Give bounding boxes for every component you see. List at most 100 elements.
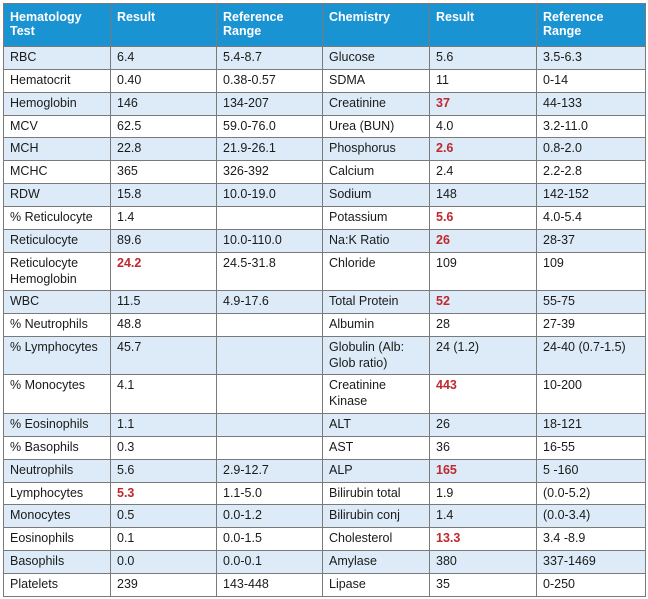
chemistry-reference-range-cell: 3.5-6.3 — [536, 46, 646, 70]
chemistry-result-cell: 443 — [429, 374, 537, 415]
chemistry-reference-range-cell: 3.2-11.0 — [536, 114, 646, 139]
chemistry-reference-range-cell: 0-14 — [536, 68, 646, 93]
chemistry-result-cell: 26 — [429, 228, 537, 253]
hematology-reference-range-cell — [216, 335, 323, 376]
table-row: Monocytes 0.5 0.0-1.2 Bilirubin conj 1.4 (0.0… — [3, 504, 646, 529]
hematology-result-cell: 22.8 — [110, 137, 217, 162]
hematology-result-cell: 6.4 — [110, 46, 217, 70]
chemistry-result-cell: 1.4 — [429, 504, 537, 529]
hematology-test-name-cell: % Reticulocyte — [3, 205, 111, 230]
hematology-reference-range-cell: 59.0-76.0 — [216, 114, 323, 139]
chemistry-test-name-cell: Calcium — [322, 160, 430, 185]
chemistry-reference-range-cell: 10-200 — [536, 374, 646, 415]
table-row: MCHC 365 326-392 Calcium 2.4 2.2-2.8 — [3, 160, 646, 185]
chemistry-result-cell: 5.6 — [429, 205, 537, 230]
chemistry-result-cell: 4.0 — [429, 114, 537, 139]
chemistry-reference-range-cell: 109 — [536, 251, 646, 292]
table-row: RBC 6.4 5.4-8.7 Glucose 5.6 3.5-6.3 — [3, 46, 646, 70]
hematology-result-cell: 24.2 — [110, 251, 217, 292]
hematology-reference-range-cell: 0.0-0.1 — [216, 550, 323, 574]
chemistry-reference-range-cell: 44-133 — [536, 91, 646, 116]
hematology-result-cell: 146 — [110, 91, 217, 116]
hematology-result-cell: 0.1 — [110, 527, 217, 552]
chemistry-result-cell: 11 — [429, 68, 537, 93]
chemistry-result-cell: 36 — [429, 435, 537, 460]
chemistry-reference-range-cell: 28-37 — [536, 228, 646, 253]
chemistry-reference-range-cell: 4.0-5.4 — [536, 205, 646, 230]
table-row: Reticulocyte Hemoglobin 24.2 24.5-31.8 Chlo… — [3, 251, 646, 292]
hematology-result-cell: 5.6 — [110, 458, 217, 483]
table-row: Reticulocyte 89.6 10.0-110.0 Na:K Ratio 26 28… — [3, 228, 646, 253]
hematology-result-cell: 45.7 — [110, 335, 217, 376]
hematology-reference-range-cell: 21.9-26.1 — [216, 137, 323, 162]
hematology-reference-range-cell: 10.0-110.0 — [216, 228, 323, 253]
hematology-reference-range-cell — [216, 374, 323, 415]
chemistry-test-name-cell: SDMA — [322, 68, 430, 93]
hematology-reference-range-cell: 0.0-1.5 — [216, 527, 323, 552]
chemistry-result-cell: 13.3 — [429, 527, 537, 552]
chemistry-result-cell: 109 — [429, 251, 537, 292]
hematology-result-cell: 62.5 — [110, 114, 217, 139]
hematology-test-name-cell: % Neutrophils — [3, 313, 111, 337]
chemistry-reference-range-cell: (0.0-5.2) — [536, 481, 646, 506]
hematology-test-name-cell: Hemoglobin — [3, 91, 111, 116]
hematology-test-name-cell: MCH — [3, 137, 111, 162]
table-row: % Eosinophils 1.1 ALT 26 18-121 — [3, 413, 646, 437]
chemistry-result-cell: 2.6 — [429, 137, 537, 162]
hematology-result-cell: 0.5 — [110, 504, 217, 529]
chemistry-test-name-cell: Creatinine Kinase — [322, 374, 430, 415]
hematology-reference-range-cell — [216, 313, 323, 337]
chemistry-test-name-cell: Globulin (Alb: Glob ratio) — [322, 335, 430, 376]
hematology-test-name-cell: Monocytes — [3, 504, 111, 529]
chemistry-test-name-cell: Chloride — [322, 251, 430, 292]
table-row: % Reticulocyte 1.4 Potassium 5.6 4.0-5.4 — [3, 205, 646, 230]
table-row: % Lymphocytes 45.7 Globulin (Alb: Glob rat… — [3, 335, 646, 376]
hematology-result-cell: 0.3 — [110, 435, 217, 460]
hematology-test-name-cell: MCV — [3, 114, 111, 139]
hematology-result-cell: 0.40 — [110, 68, 217, 93]
hematology-reference-range-cell: 5.4-8.7 — [216, 46, 323, 70]
hematology-result-cell: 48.8 — [110, 313, 217, 337]
header-hematology-result: Result — [110, 3, 217, 47]
hematology-reference-range-cell — [216, 413, 323, 437]
lab-results-table: Hematology Test Result Reference Range C… — [3, 3, 646, 598]
hematology-test-name-cell: % Eosinophils — [3, 413, 111, 437]
chemistry-result-cell: 1.9 — [429, 481, 537, 506]
chemistry-result-cell: 165 — [429, 458, 537, 483]
hematology-reference-range-cell: 4.9-17.6 — [216, 290, 323, 315]
header-chemistry-reference-range: Reference Range — [536, 3, 646, 47]
chemistry-reference-range-cell: 5 -160 — [536, 458, 646, 483]
chemistry-test-name-cell: Albumin — [322, 313, 430, 337]
hematology-test-name-cell: % Basophils — [3, 435, 111, 460]
hematology-test-name-cell: % Monocytes — [3, 374, 111, 415]
table-row: RDW 15.8 10.0-19.0 Sodium 148 142-152 — [3, 183, 646, 207]
table-row: Neutrophils 5.6 2.9-12.7 ALP 165 5 -160 — [3, 458, 646, 483]
table-row: Basophils 0.0 0.0-0.1 Amylase 380 337-1469 — [3, 550, 646, 574]
chemistry-reference-range-cell: 18-121 — [536, 413, 646, 437]
hematology-result-cell: 239 — [110, 572, 217, 598]
hematology-result-cell: 1.1 — [110, 413, 217, 437]
chemistry-result-cell: 35 — [429, 572, 537, 598]
chemistry-test-name-cell: Glucose — [322, 46, 430, 70]
chemistry-test-name-cell: Na:K Ratio — [322, 228, 430, 253]
table-row: MCH 22.8 21.9-26.1 Phosphorus 2.6 0.8-2.0 — [3, 137, 646, 162]
chemistry-test-name-cell: Bilirubin conj — [322, 504, 430, 529]
hematology-test-name-cell: Reticulocyte Hemoglobin — [3, 251, 111, 292]
hematology-test-name-cell: Basophils — [3, 550, 111, 574]
hematology-reference-range-cell: 10.0-19.0 — [216, 183, 323, 207]
table-row: MCV 62.5 59.0-76.0 Urea (BUN) 4.0 3.2-11.0 — [3, 114, 646, 139]
hematology-reference-range-cell: 0.38-0.57 — [216, 68, 323, 93]
table-row: Lymphocytes 5.3 1.1-5.0 Bilirubin total 1.9(… — [3, 481, 646, 506]
chemistry-reference-range-cell: (0.0-3.4) — [536, 504, 646, 529]
chemistry-result-cell: 26 — [429, 413, 537, 437]
table-row: Hemoglobin 146 134-207 Creatinine 37 44-133 — [3, 91, 646, 116]
table-row: Eosinophils 0.1 0.0-1.5 Cholesterol 13.3 3.4 … — [3, 527, 646, 552]
chemistry-test-name-cell: Urea (BUN) — [322, 114, 430, 139]
hematology-test-name-cell: RBC — [3, 46, 111, 70]
chemistry-result-cell: 37 — [429, 91, 537, 116]
hematology-result-cell: 1.4 — [110, 205, 217, 230]
chemistry-reference-range-cell: 27-39 — [536, 313, 646, 337]
hematology-test-name-cell: Hematocrit — [3, 68, 111, 93]
hematology-result-cell: 5.3 — [110, 481, 217, 506]
hematology-result-cell: 0.0 — [110, 550, 217, 574]
